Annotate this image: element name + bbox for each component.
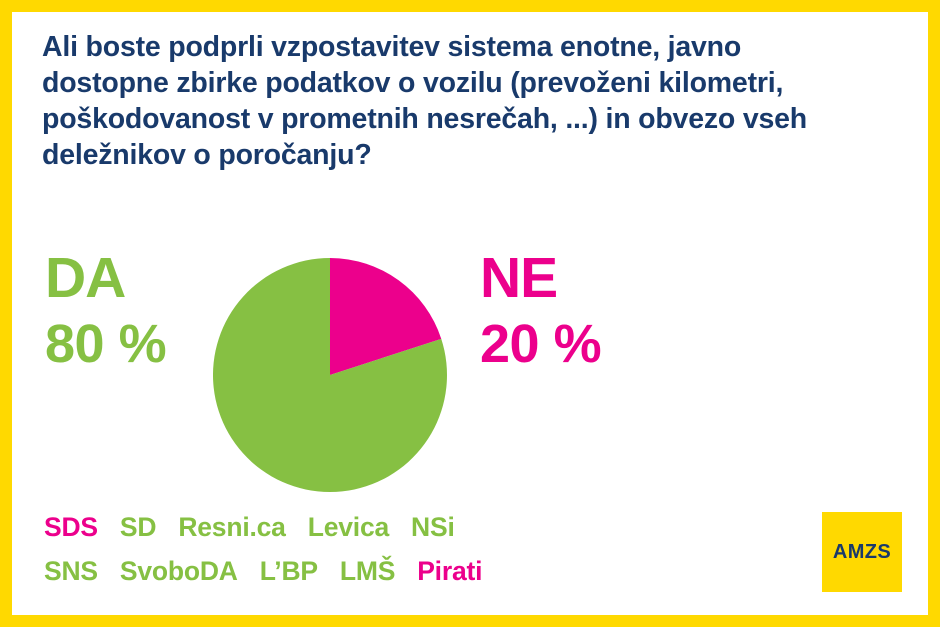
pie-slice-ne (330, 258, 442, 375)
question-line-3: poškodovanost v prometnih nesrečah, ...)… (42, 103, 807, 135)
result-no-percent: 20 % (480, 314, 602, 374)
pie-chart (213, 258, 447, 492)
party-row-1: SDS SD Resni.ca Levica NSi (44, 512, 604, 556)
party-row-2: SNS SvoboDA L’BP LMŠ Pirati (44, 556, 604, 600)
amzs-logo-text: AMZS (832, 540, 892, 563)
party-label: SD (119, 512, 157, 542)
result-yes-label: DA (45, 246, 126, 310)
question-line-2: dostopne zbirke podatkov o vozilu (prevo… (42, 67, 784, 99)
party-label: SDS (44, 512, 98, 542)
poster-inner: Ali boste podprli vzpostavitev sistema e… (12, 12, 928, 615)
party-answer-list: SDS SD Resni.ca Levica NSi SNS SvoboDA L’BP LMŠ… (44, 512, 604, 600)
party-label: SvoboDA (119, 556, 238, 586)
pie-slice-da (213, 258, 447, 492)
party-label: Resni.ca (178, 512, 286, 542)
party-label: LMŠ (339, 556, 396, 586)
amzs-logo: AMZS (822, 512, 902, 592)
result-yes: DA 80 % (45, 246, 167, 374)
party-label: SNS (44, 556, 98, 586)
party-label: L’BP (259, 556, 318, 586)
result-yes-percent: 80 % (45, 314, 167, 374)
question-line-4: deležnikov o poročanju? (42, 139, 372, 171)
page-title: Ali boste podprli vzpostavitev sistema e… (42, 29, 902, 173)
party-label: Levica (307, 512, 390, 542)
result-no: NE 20 % (480, 246, 602, 374)
question-line-1: Ali boste podprli vzpostavitev sistema e… (42, 31, 742, 63)
party-label: Pirati (417, 556, 483, 586)
pie-chart-svg (213, 258, 447, 492)
party-label: NSi (411, 512, 455, 542)
result-no-label: NE (480, 246, 558, 310)
